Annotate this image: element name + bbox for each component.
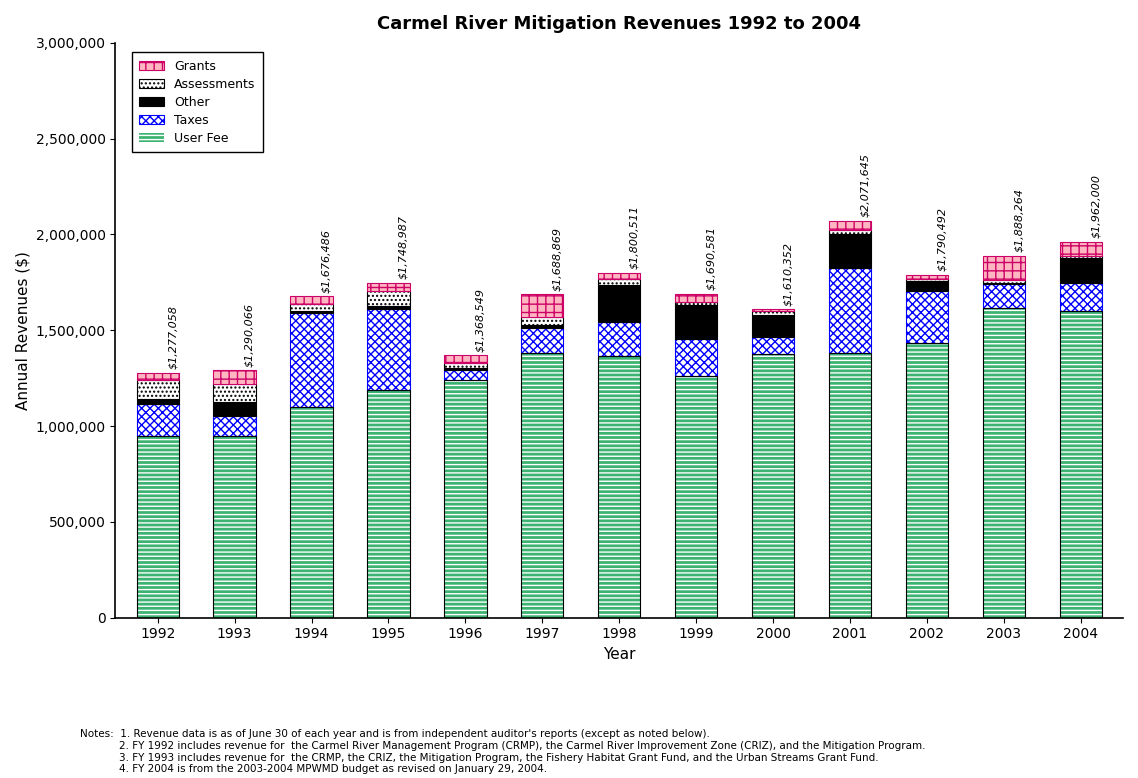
Bar xyxy=(752,315,794,337)
Bar xyxy=(214,402,256,416)
Bar xyxy=(599,286,641,321)
Bar xyxy=(982,280,1025,282)
Bar xyxy=(675,305,717,339)
Bar xyxy=(752,354,794,618)
Bar xyxy=(368,282,410,291)
Bar xyxy=(368,291,410,307)
Bar xyxy=(752,311,794,315)
Bar xyxy=(1059,283,1102,311)
Bar xyxy=(982,256,1025,280)
Bar xyxy=(752,337,794,354)
Bar xyxy=(906,282,948,291)
Bar xyxy=(368,390,410,618)
Bar xyxy=(599,356,641,618)
Text: $1,290,066: $1,290,066 xyxy=(245,303,255,367)
Bar xyxy=(214,384,256,402)
Legend: Grants, Assessments, Other, Taxes, User Fee: Grants, Assessments, Other, Taxes, User … xyxy=(132,52,263,152)
Bar xyxy=(368,309,410,390)
Text: $1,790,492: $1,790,492 xyxy=(937,207,947,272)
Text: $1,277,058: $1,277,058 xyxy=(167,306,178,370)
Bar xyxy=(828,353,871,618)
Text: $1,690,581: $1,690,581 xyxy=(706,226,716,290)
Text: $1,888,264: $1,888,264 xyxy=(1014,188,1024,252)
Bar xyxy=(521,353,563,618)
Bar xyxy=(675,377,717,618)
Bar xyxy=(982,282,1025,284)
Bar xyxy=(1059,311,1102,618)
Bar xyxy=(982,308,1025,618)
Bar xyxy=(521,294,563,317)
Bar xyxy=(521,353,563,618)
Bar xyxy=(444,370,487,380)
Bar xyxy=(1059,255,1102,258)
Bar xyxy=(444,380,487,618)
Bar xyxy=(137,436,179,618)
Bar xyxy=(137,436,179,618)
Bar xyxy=(444,368,487,370)
Bar xyxy=(444,380,487,618)
Bar xyxy=(368,390,410,618)
Text: Notes:  1. Revenue data is as of June 30 of each year and is from independent au: Notes: 1. Revenue data is as of June 30 … xyxy=(80,729,925,774)
Bar xyxy=(137,404,179,436)
Bar xyxy=(906,291,948,342)
Bar xyxy=(290,407,332,618)
Bar xyxy=(752,354,794,618)
Bar xyxy=(521,325,563,328)
Bar xyxy=(1059,311,1102,618)
Bar xyxy=(214,436,256,618)
Title: Carmel River Mitigation Revenues 1992 to 2004: Carmel River Mitigation Revenues 1992 to… xyxy=(377,15,861,33)
Text: $1,610,352: $1,610,352 xyxy=(783,242,793,306)
Bar xyxy=(137,399,179,404)
Bar xyxy=(290,303,332,311)
Y-axis label: Annual Revenues ($): Annual Revenues ($) xyxy=(15,251,30,410)
Bar xyxy=(675,303,717,305)
Text: $1,962,000: $1,962,000 xyxy=(1090,174,1100,238)
Bar xyxy=(828,230,871,234)
Bar xyxy=(368,307,410,309)
Bar xyxy=(599,279,641,286)
Bar xyxy=(137,373,179,380)
Bar xyxy=(214,370,256,384)
Bar xyxy=(290,313,332,407)
Bar xyxy=(444,363,487,368)
Bar xyxy=(1059,242,1102,255)
Bar xyxy=(906,342,948,618)
Bar xyxy=(290,296,332,303)
Bar xyxy=(290,407,332,618)
Bar xyxy=(982,284,1025,308)
Text: $1,676,486: $1,676,486 xyxy=(322,229,331,293)
X-axis label: Year: Year xyxy=(603,647,635,662)
Bar xyxy=(752,309,794,311)
Bar xyxy=(906,275,948,279)
Text: $2,071,645: $2,071,645 xyxy=(860,153,869,217)
Bar xyxy=(599,356,641,618)
Bar xyxy=(828,234,871,268)
Bar xyxy=(521,328,563,353)
Bar xyxy=(906,342,948,618)
Bar xyxy=(290,311,332,313)
Bar xyxy=(828,353,871,618)
Text: $1,748,987: $1,748,987 xyxy=(398,215,409,279)
Text: $1,368,549: $1,368,549 xyxy=(476,288,486,352)
Bar xyxy=(675,339,717,377)
Bar xyxy=(521,317,563,325)
Bar xyxy=(906,279,948,282)
Bar xyxy=(599,321,641,356)
Bar xyxy=(444,356,487,363)
Bar xyxy=(214,436,256,618)
Bar xyxy=(828,268,871,353)
Bar xyxy=(599,272,641,279)
Bar xyxy=(1059,258,1102,283)
Text: $1,688,869: $1,688,869 xyxy=(552,226,562,291)
Bar xyxy=(675,294,717,303)
Bar xyxy=(828,221,871,230)
Bar xyxy=(137,380,179,399)
Text: $1,800,511: $1,800,511 xyxy=(629,205,640,269)
Bar xyxy=(214,416,256,436)
Bar xyxy=(675,377,717,618)
Bar xyxy=(982,308,1025,618)
